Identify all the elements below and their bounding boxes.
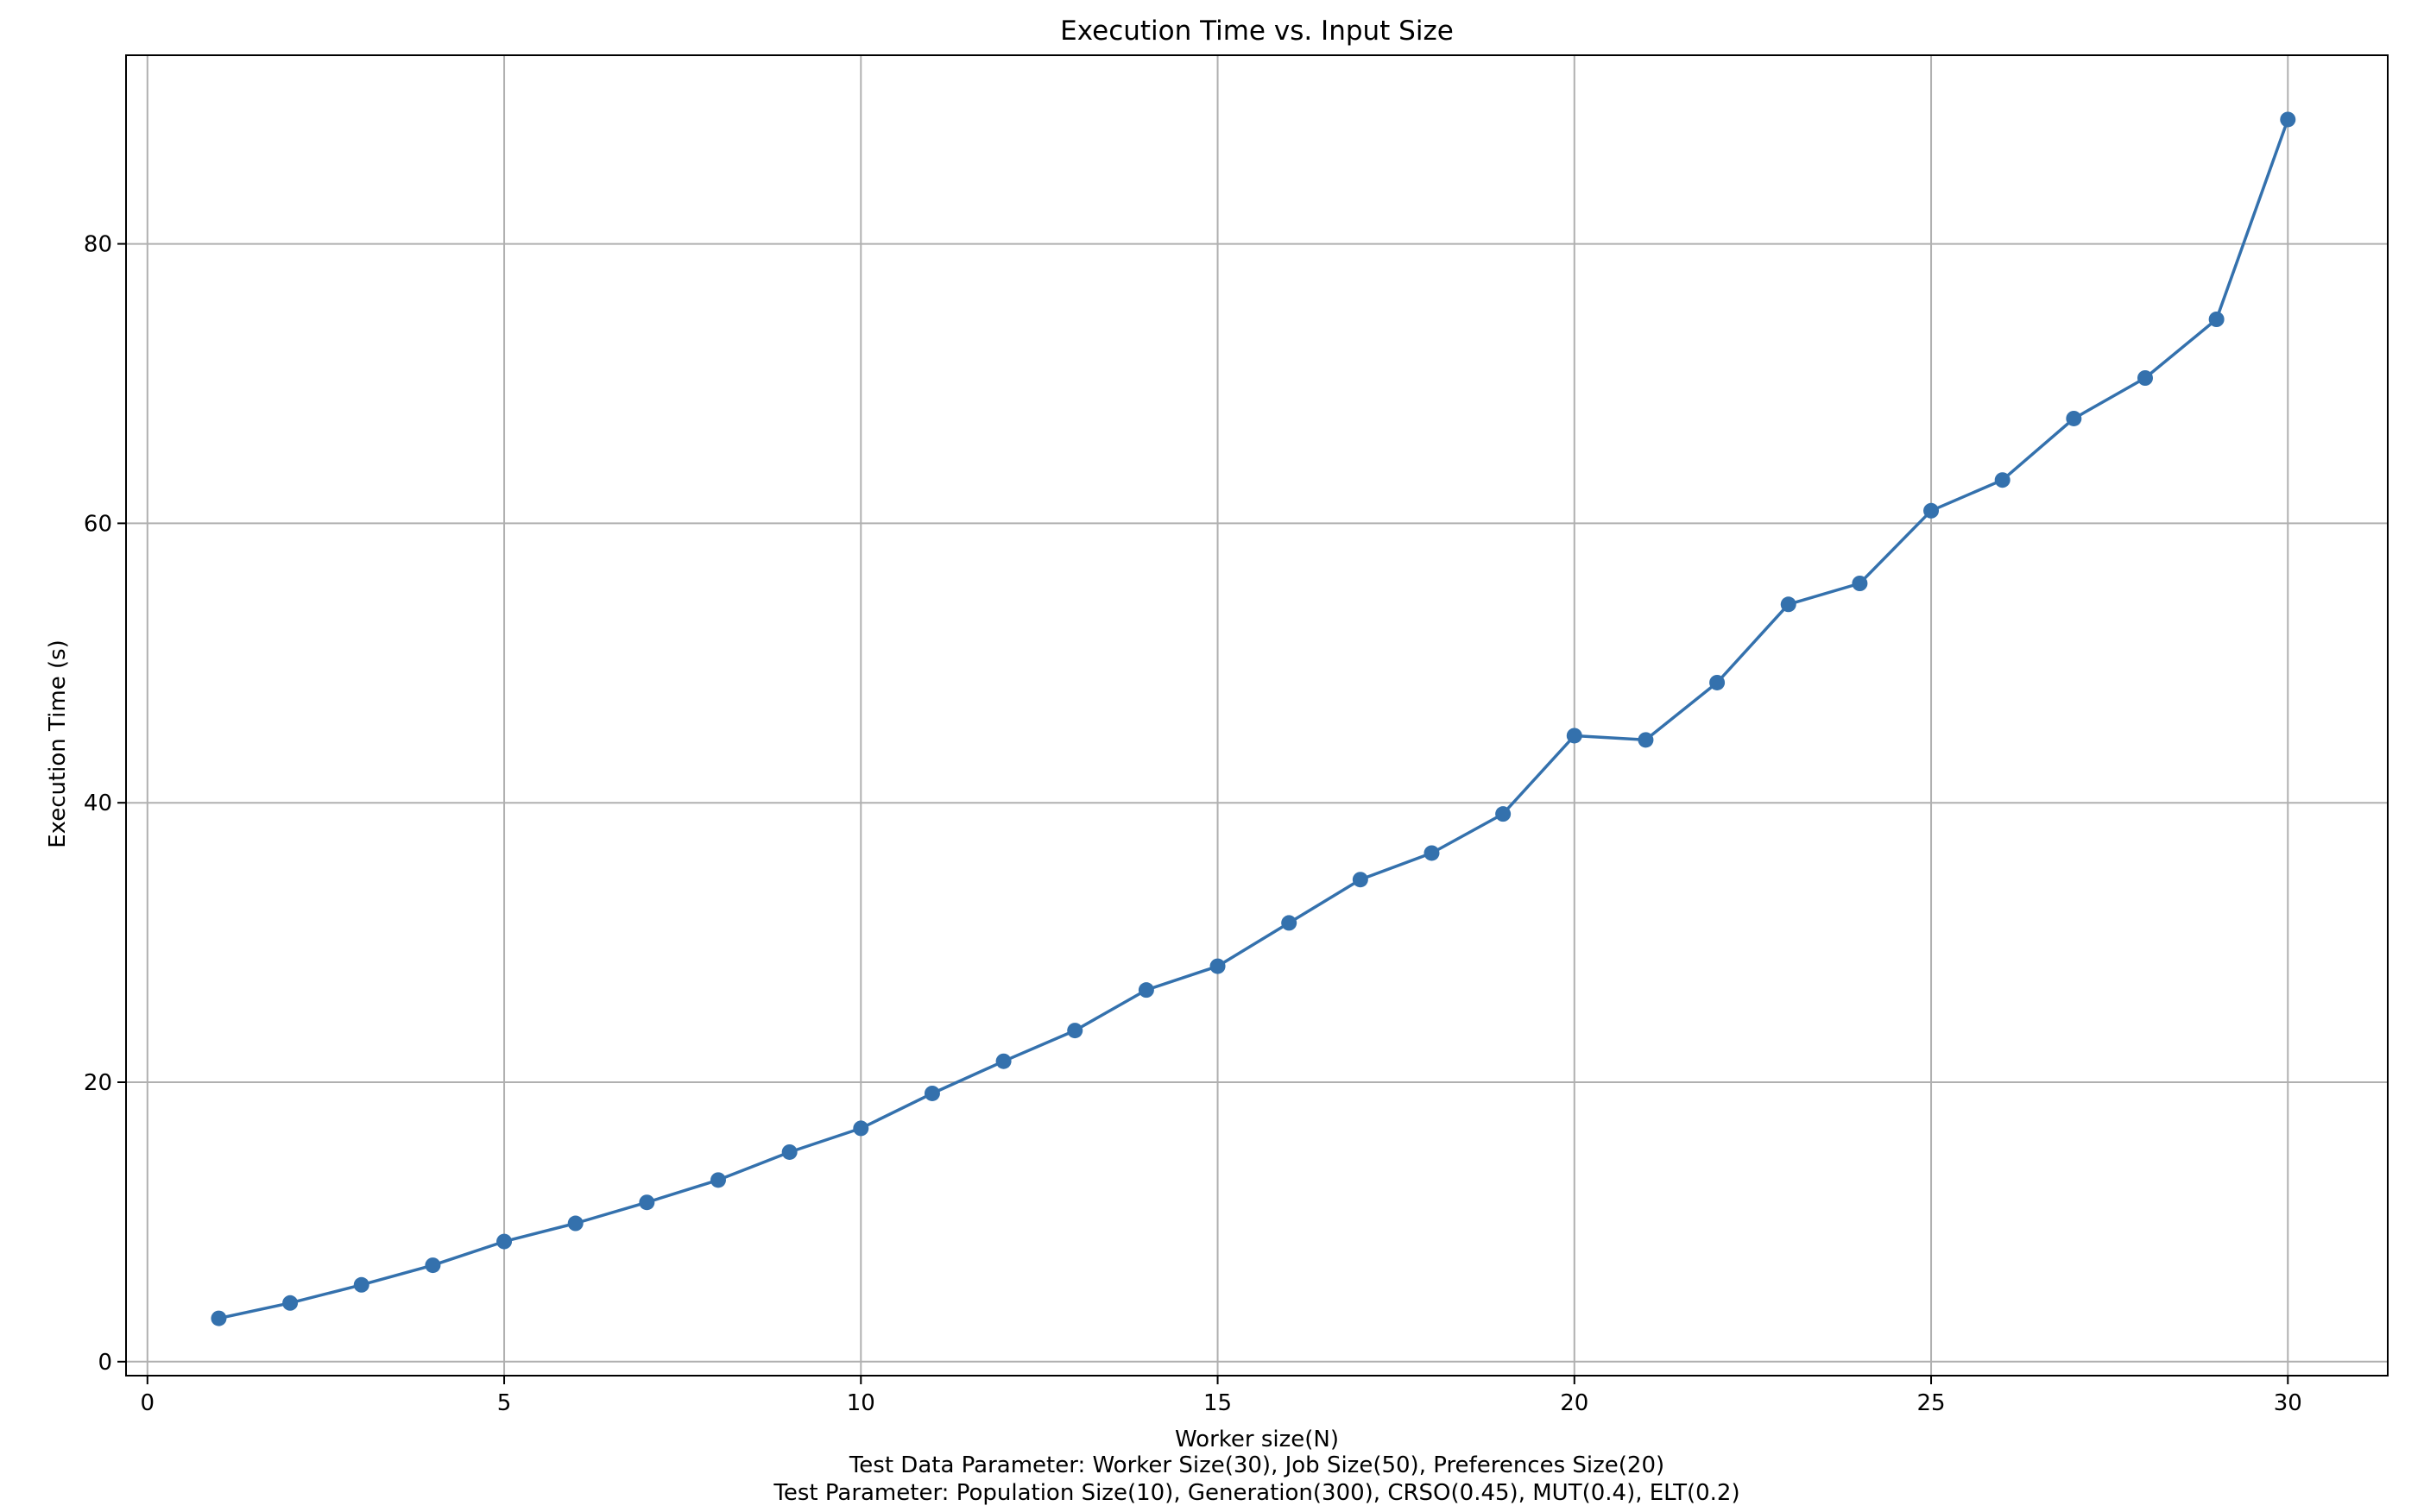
data-point [1923, 502, 1940, 519]
data-point [639, 1194, 655, 1211]
data-point [1780, 596, 1796, 613]
y-tick-label: 60 [84, 511, 112, 537]
data-point [853, 1120, 869, 1137]
data-point [353, 1276, 369, 1293]
data-point [924, 1085, 940, 1101]
data-point [1423, 845, 1440, 861]
y-axis-ticks: 0 20 40 60 80 [84, 232, 126, 1376]
series-line [218, 118, 2289, 1320]
y-tick-label: 80 [84, 232, 112, 258]
data-point [1138, 982, 1154, 999]
data-point [1638, 732, 1654, 748]
data-point [2208, 312, 2225, 327]
data-point [2066, 410, 2082, 426]
data-point [1709, 674, 1726, 690]
x-axis-label: Worker size(N) [1175, 1427, 1339, 1452]
y-tick-label: 20 [84, 1070, 112, 1096]
data-point [1281, 915, 1297, 931]
data-point [1495, 806, 1512, 822]
data-point [211, 1310, 227, 1326]
x-axis-ticks: 0 5 10 15 20 25 30 [141, 1376, 2302, 1416]
data-point [425, 1257, 441, 1274]
y-axis-label: Execution Time (s) [45, 639, 71, 848]
data-point [1852, 576, 1868, 591]
data-point [1994, 472, 2011, 488]
series [211, 111, 2296, 1326]
grid [126, 55, 2388, 1376]
x-tick-label: 0 [141, 1390, 155, 1416]
x-tick-label: 15 [1203, 1390, 1232, 1416]
x-tick-label: 20 [1560, 1390, 1588, 1416]
data-point [1566, 728, 1582, 744]
data-point [710, 1172, 726, 1188]
x-tick-label: 5 [497, 1390, 512, 1416]
test-parameter-note: Test Parameter: Population Size(10), Gen… [773, 1480, 1739, 1506]
test-data-parameter-note: Test Data Parameter: Worker Size(30), Jo… [849, 1452, 1664, 1478]
data-point [1352, 872, 1368, 888]
data-point [995, 1053, 1012, 1069]
x-tick-label: 10 [847, 1390, 875, 1416]
data-point [781, 1143, 798, 1160]
data-point [2137, 370, 2153, 386]
plot-frame [125, 54, 2389, 1377]
y-tick-label: 40 [84, 791, 112, 816]
x-tick-label: 30 [2274, 1390, 2302, 1416]
data-point [567, 1215, 584, 1232]
data-point [282, 1295, 299, 1311]
y-tick-label: 0 [98, 1350, 112, 1376]
data-point [1067, 1023, 1083, 1039]
data-point [496, 1233, 513, 1250]
chart-title: Execution Time vs. Input Size [1060, 16, 1454, 47]
data-point [1209, 958, 1226, 974]
data-point [2280, 111, 2296, 128]
x-tick-label: 25 [1916, 1390, 1945, 1416]
